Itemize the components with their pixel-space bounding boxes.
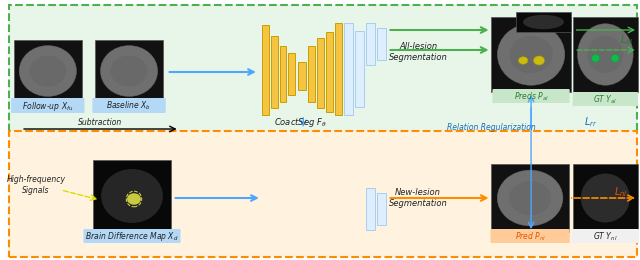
Text: Baseline $X_b$: Baseline $X_b$ xyxy=(106,100,152,112)
FancyBboxPatch shape xyxy=(92,98,166,113)
Ellipse shape xyxy=(523,15,564,29)
Ellipse shape xyxy=(577,24,633,85)
Ellipse shape xyxy=(100,46,157,96)
Text: $L_{nl}$: $L_{nl}$ xyxy=(614,185,628,199)
Ellipse shape xyxy=(509,181,551,215)
FancyBboxPatch shape xyxy=(376,193,385,225)
FancyBboxPatch shape xyxy=(280,46,287,102)
Text: Subtraction: Subtraction xyxy=(78,118,122,127)
Ellipse shape xyxy=(518,57,528,64)
FancyBboxPatch shape xyxy=(308,46,316,102)
Text: CoactSeg $F_\theta$: CoactSeg $F_\theta$ xyxy=(274,115,327,128)
Text: New-lesion
Segmentation: New-lesion Segmentation xyxy=(389,188,447,208)
FancyBboxPatch shape xyxy=(490,229,570,243)
FancyBboxPatch shape xyxy=(365,23,374,65)
Text: All-lesion
Segmentation: All-lesion Segmentation xyxy=(389,42,447,62)
FancyBboxPatch shape xyxy=(365,188,374,230)
Ellipse shape xyxy=(497,170,563,226)
FancyBboxPatch shape xyxy=(492,17,571,92)
FancyBboxPatch shape xyxy=(516,12,571,32)
FancyBboxPatch shape xyxy=(572,229,639,243)
Ellipse shape xyxy=(497,24,564,85)
FancyBboxPatch shape xyxy=(344,23,353,115)
FancyBboxPatch shape xyxy=(95,40,163,102)
FancyBboxPatch shape xyxy=(492,89,570,103)
Text: Pred $P_{nl}$: Pred $P_{nl}$ xyxy=(515,231,546,243)
Ellipse shape xyxy=(127,193,141,205)
Ellipse shape xyxy=(588,36,623,73)
Ellipse shape xyxy=(581,173,630,223)
Ellipse shape xyxy=(101,169,163,223)
Ellipse shape xyxy=(591,55,600,62)
FancyBboxPatch shape xyxy=(93,160,171,232)
Ellipse shape xyxy=(111,55,148,87)
Ellipse shape xyxy=(509,36,553,73)
FancyBboxPatch shape xyxy=(262,25,269,115)
FancyBboxPatch shape xyxy=(492,164,569,232)
Text: Follow-up $X_{fu}$: Follow-up $X_{fu}$ xyxy=(22,100,74,113)
FancyBboxPatch shape xyxy=(271,36,278,108)
Text: $L_{al}$: $L_{al}$ xyxy=(620,33,634,47)
Ellipse shape xyxy=(534,56,545,65)
Text: Relation Regularization: Relation Regularization xyxy=(447,122,536,132)
Ellipse shape xyxy=(19,46,76,96)
FancyBboxPatch shape xyxy=(573,164,638,232)
Text: GT $Y_{al}$: GT $Y_{al}$ xyxy=(593,93,618,106)
FancyBboxPatch shape xyxy=(573,17,638,92)
FancyBboxPatch shape xyxy=(14,40,81,102)
FancyBboxPatch shape xyxy=(9,5,637,132)
FancyBboxPatch shape xyxy=(335,23,342,115)
Text: Preds $P_{al}$: Preds $P_{al}$ xyxy=(513,91,548,103)
FancyBboxPatch shape xyxy=(9,131,637,257)
FancyBboxPatch shape xyxy=(326,32,333,112)
Ellipse shape xyxy=(29,55,67,87)
Text: $L_{rr}$: $L_{rr}$ xyxy=(584,115,597,129)
FancyBboxPatch shape xyxy=(298,62,307,90)
Text: High-frequency
Signals: High-frequency Signals xyxy=(6,175,65,195)
Ellipse shape xyxy=(611,55,619,62)
FancyBboxPatch shape xyxy=(317,38,324,108)
FancyBboxPatch shape xyxy=(83,229,180,243)
Text: GT $Y_{nl}$: GT $Y_{nl}$ xyxy=(593,231,618,243)
FancyBboxPatch shape xyxy=(376,28,385,60)
FancyBboxPatch shape xyxy=(355,31,364,107)
FancyBboxPatch shape xyxy=(573,92,638,106)
FancyBboxPatch shape xyxy=(289,53,296,95)
Text: Brain Difference Map $X_d$: Brain Difference Map $X_d$ xyxy=(85,230,179,243)
FancyBboxPatch shape xyxy=(12,98,84,113)
